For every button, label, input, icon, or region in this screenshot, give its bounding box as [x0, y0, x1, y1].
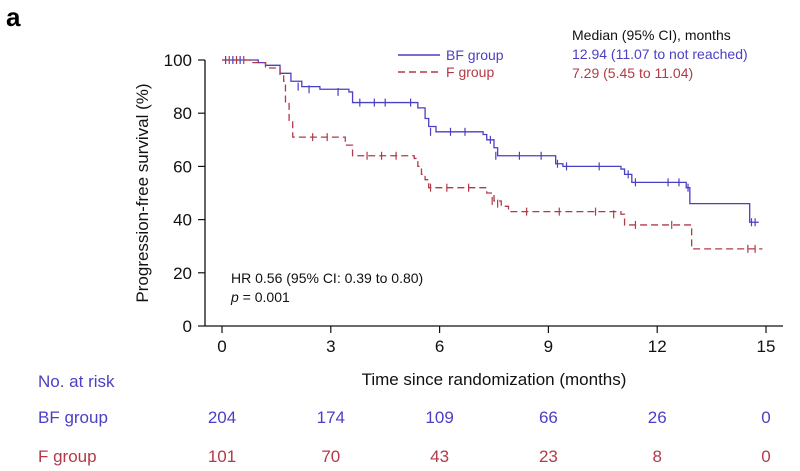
risk-value-bf: 109: [425, 408, 453, 427]
risk-value-bf: 26: [648, 408, 667, 427]
p-symbol: p: [230, 289, 239, 305]
risk-value-f: 101: [208, 447, 236, 466]
y-tick-label: 80: [173, 104, 192, 123]
x-tick-label: 12: [648, 337, 667, 356]
legend-bf-label: BF group: [446, 47, 504, 63]
x-axis-label: Time since randomization (months): [362, 370, 627, 389]
axes: [204, 60, 783, 327]
x-tick-label: 15: [757, 337, 776, 356]
y-tick-label: 60: [173, 157, 192, 176]
risk-value-f: 70: [321, 447, 340, 466]
risk-value-bf: 204: [208, 408, 236, 427]
risk-row-f-label: F group: [38, 447, 97, 466]
hazard-ratio-text: HR 0.56 (95% CI: 0.39 to 0.80): [231, 270, 423, 286]
y-tick-label: 40: [173, 211, 192, 230]
risk-value-f: 23: [539, 447, 558, 466]
y-tick-label: 20: [173, 264, 192, 283]
legend: BF group F group Median (95% CI), months…: [398, 27, 748, 81]
risk-value-bf: 0: [761, 408, 770, 427]
risk-value-f: 8: [652, 447, 661, 466]
legend-f-median: 7.29 (5.45 to 11.04): [572, 65, 693, 81]
risk-value-f: 0: [761, 447, 770, 466]
risk-value-f: 43: [430, 447, 449, 466]
y-axis-label: Progression-free survival (%): [133, 83, 152, 302]
x-tick-label: 6: [435, 337, 444, 356]
panel-label: a: [6, 2, 21, 32]
x-tick-label: 0: [217, 337, 226, 356]
bf-survival-curve: [222, 59, 759, 223]
x-tick-label: 3: [326, 337, 335, 356]
risk-table-title: No. at risk: [38, 372, 115, 391]
y-tick-label: 100: [164, 51, 192, 70]
y-tick-label: 0: [183, 317, 192, 336]
curve-layer: [222, 56, 763, 253]
risk-value-bf: 66: [539, 408, 558, 427]
x-tick-label: 9: [544, 337, 553, 356]
risk-value-bf: 174: [317, 408, 345, 427]
risk-values: 204 174 109 66 26 0 101 70 43 23 8 0: [208, 408, 771, 466]
risk-row-bf-label: BF group: [38, 408, 108, 427]
tick-layer: 0 20 40 60 80 100 0 3 6 9 12 15: [164, 51, 776, 356]
legend-f-label: F group: [446, 64, 494, 80]
legend-bf-median: 12.94 (11.07 to not reached): [572, 46, 748, 62]
p-value: = 0.001: [239, 289, 290, 305]
f-survival-curve: [222, 59, 763, 250]
p-value-text: p = 0.001: [230, 289, 290, 305]
legend-median-title: Median (95% CI), months: [572, 27, 731, 43]
